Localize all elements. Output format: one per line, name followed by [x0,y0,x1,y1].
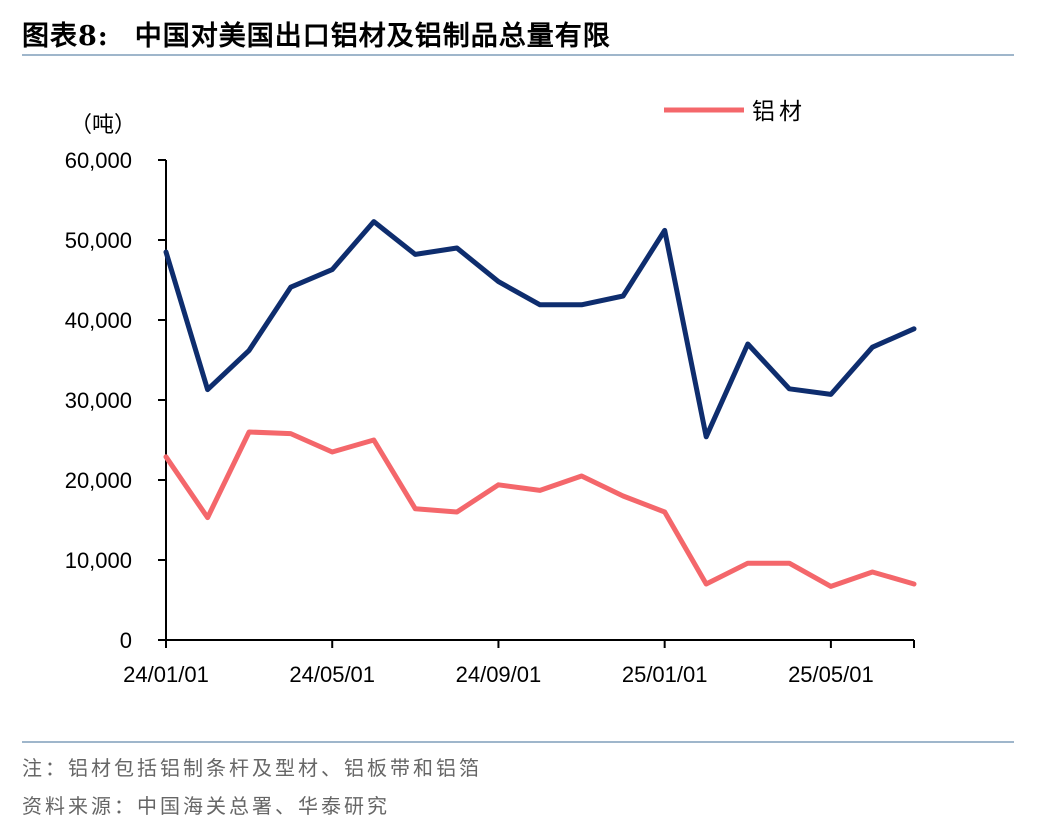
footer-divider [22,741,1014,743]
series-line-2 [163,429,917,589]
x-tick-label: 24/01/01 [123,662,209,687]
x-tick-label: 24/05/01 [289,662,375,687]
y-tick-label: 0 [120,628,132,653]
y-tick-label: 10,000 [65,548,132,573]
y-tick-label: 30,000 [65,388,132,413]
title-bar: 图表8: 中国对美国出口铝材及铝制品总量有限 [22,8,1014,56]
source-note: 资料来源：中国海关总署、华泰研究 [22,794,390,818]
x-tick-label: 25/05/01 [788,662,874,687]
x-tick-label: 25/01/01 [622,662,708,687]
x-tick-label: 24/09/01 [456,662,542,687]
y-tick-label: 60,000 [65,148,132,173]
y-tick-label: 20,000 [65,468,132,493]
series-line-1 [163,219,917,440]
chart-title: 图表8: 中国对美国出口铝材及铝制品总量有限 [22,14,611,53]
y-tick-label: 50,000 [65,228,132,253]
footnote: 注：铝材包括铝制条杆及型材、铝板带和铝箔 [22,756,482,780]
y-tick-label: 40,000 [65,308,132,333]
legend-label-series-2: 铝材 [752,99,806,125]
figure-title: 中国对美国出口铝材及铝制品总量有限 [134,21,611,52]
y-unit-label: （吨） [70,113,136,138]
figure-label: 图表8: [22,21,109,52]
